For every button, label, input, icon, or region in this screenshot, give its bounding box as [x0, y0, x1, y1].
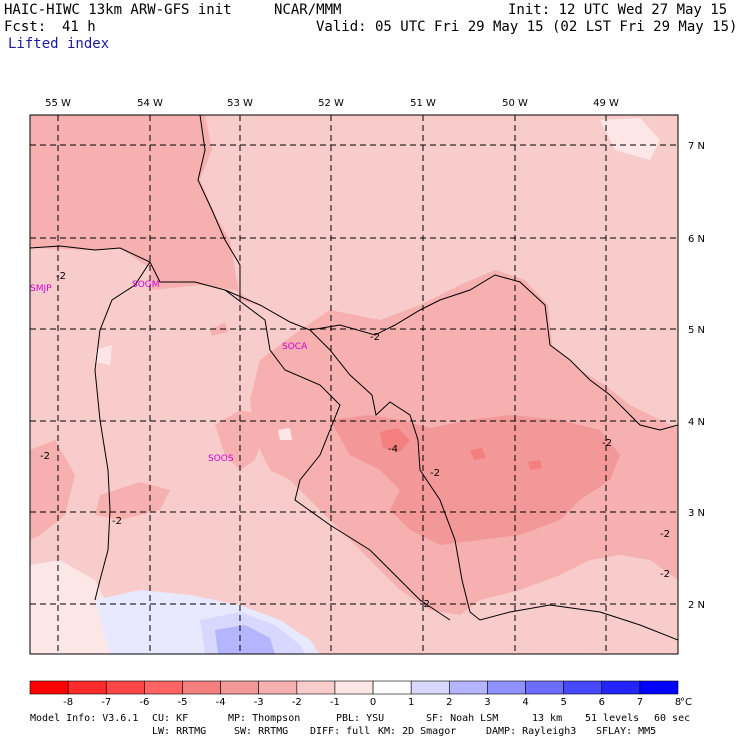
colorbar-tick-label: -2	[292, 697, 302, 708]
colorbar-swatch	[67, 680, 107, 695]
coastlines-and-borders	[30, 115, 678, 641]
colorbar-tick-label: -1	[330, 697, 340, 708]
longitude-labels: 55 W 54 W 53 W 52 W 51 W 50 W 49 W	[45, 98, 619, 109]
colorbar: -8 -7 -6 -5 -4 -3 -2 -1 0 1 2 3 4 5 6 7 8°C	[29, 680, 692, 708]
footer-cu: CU: KF	[152, 713, 189, 724]
colorbar-swatch	[601, 680, 641, 695]
colorbar-tick-label: 1	[408, 697, 414, 708]
footer-km: KM: 2D Smagor	[378, 726, 457, 737]
colorbar-tick-label: 6	[599, 697, 605, 708]
station-smjp: SMJP	[30, 284, 52, 294]
contour-label: -2	[56, 271, 66, 282]
station-labels: SMJP SOGM SOCA SOOS	[30, 280, 308, 464]
colorbar-swatch	[258, 680, 298, 695]
contour-label: -2	[40, 451, 50, 462]
colorbar-swatch	[525, 680, 564, 695]
lifted-index-field	[30, 115, 678, 654]
footer-levels: 51 levels	[585, 713, 640, 724]
footer-diff: DIFF: full	[310, 726, 371, 737]
field-name: Lifted index	[8, 36, 110, 52]
colorbar-tick-label: -5	[177, 697, 187, 708]
colorbar-tick-label: 3	[484, 697, 490, 708]
lon-label: 52 W	[318, 98, 344, 109]
footer-resolution: 13 km	[532, 713, 563, 724]
station-sogm: SOGM	[132, 280, 160, 290]
colorbar-swatch	[334, 680, 374, 695]
colorbar-tick-label: 8	[675, 697, 681, 708]
station-soca: SOCA	[282, 342, 308, 352]
lat-label: 5 N	[688, 325, 705, 336]
colorbar-tick-label: -7	[101, 697, 111, 708]
colorbar-swatch	[448, 680, 488, 695]
lat-label: 7 N	[688, 141, 705, 152]
map-frame	[29, 114, 679, 655]
lat-label: 3 N	[688, 508, 705, 519]
contour-label: -2	[420, 599, 430, 610]
footer-mp: MP: Thompson	[228, 713, 301, 724]
footer-lw: LW: RRTMG	[152, 726, 207, 737]
contour-label: -2	[660, 569, 670, 580]
lon-label: 49 W	[593, 98, 619, 109]
colorbar-tick-label: 2	[446, 697, 452, 708]
contour-label: -2	[602, 438, 612, 449]
lat-label: 6 N	[688, 234, 705, 245]
footer-model-info: Model Info: V3.6.1	[30, 713, 139, 724]
lon-label: 50 W	[502, 98, 528, 109]
contour-label: -2	[660, 529, 670, 540]
colorbar-unit: °C	[680, 697, 692, 708]
organization: NCAR/MMM	[274, 2, 342, 18]
forecast-hour: 41 h	[62, 19, 96, 35]
valid-time: Valid: 05 UTC Fri 29 May 15 (02 LST Fri …	[316, 19, 738, 35]
footer-damp: DAMP: Rayleigh3	[486, 726, 577, 737]
contour-label: -2	[430, 468, 440, 479]
colorbar-swatch	[182, 680, 221, 695]
colorbar-swatch	[220, 680, 260, 695]
colorbar-tick-label: 7	[637, 697, 643, 708]
colorbar-swatch	[144, 680, 183, 695]
colorbar-tick-label: -3	[254, 697, 264, 708]
contour-label: -4	[388, 444, 398, 455]
forecast-label: Fcst:	[4, 19, 47, 35]
lat-label: 2 N	[688, 600, 705, 611]
colorbar-tick-label: -4	[216, 697, 226, 708]
footer-timestep: 60 sec	[654, 713, 691, 724]
model-title: HAIC-HIWC 13km ARW-GFS init	[4, 2, 232, 18]
colorbar-swatch	[29, 680, 69, 695]
footer-sflay: SFLAY: MM5	[596, 726, 657, 737]
footer-sw: SW: RRTMG	[234, 726, 289, 737]
colorbar-tick-label: -8	[63, 697, 73, 708]
contour-label: -2	[112, 516, 122, 527]
lat-label: 4 N	[688, 417, 705, 428]
lon-label: 53 W	[227, 98, 253, 109]
colorbar-tick-label: 0	[370, 697, 376, 708]
colorbar-swatch	[563, 680, 603, 695]
latitude-labels: 7 N 6 N 5 N 4 N 3 N 2 N	[688, 141, 705, 611]
colorbar-swatch	[105, 680, 145, 695]
colorbar-tick-label: -6	[139, 697, 149, 708]
colorbar-swatch	[372, 680, 412, 695]
footer-pbl: PBL: YSU	[336, 713, 385, 724]
colorbar-swatch	[487, 680, 526, 695]
footer-sf: SF: Noah LSM	[426, 713, 499, 724]
colorbar-swatch	[639, 680, 679, 695]
contour-label: -2	[370, 332, 380, 343]
station-soos: SOOS	[208, 454, 234, 464]
colorbar-swatch	[296, 680, 336, 695]
colorbar-tick-label: 4	[522, 697, 528, 708]
lon-label: 55 W	[45, 98, 71, 109]
init-time: Init: 12 UTC Wed 27 May 15	[508, 2, 728, 18]
colorbar-tick-label: 5	[560, 697, 566, 708]
lon-label: 51 W	[410, 98, 436, 109]
contour-labels: -2 -2 -2 -4 -2 -2 -2 -2 -2 -2	[40, 271, 670, 610]
lon-label: 54 W	[137, 98, 163, 109]
lat-lon-grid	[30, 115, 678, 654]
colorbar-swatch	[410, 680, 450, 695]
